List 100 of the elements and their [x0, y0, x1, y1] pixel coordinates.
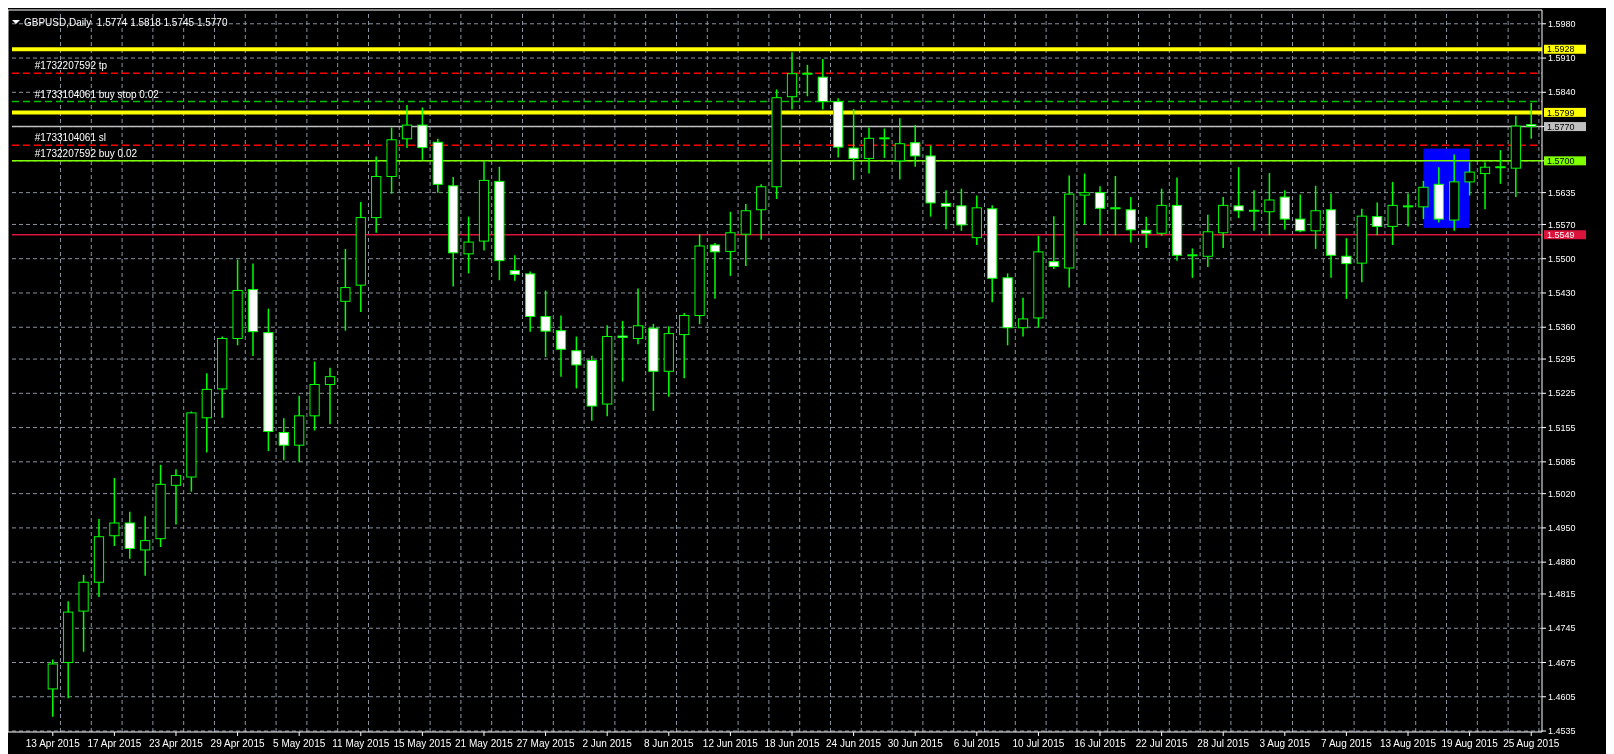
candlestick — [1048, 215, 1059, 270]
y-tick-label: 1.5020 — [1548, 488, 1576, 499]
candlestick — [863, 126, 875, 175]
x-tick-label: 12 Jun 2015 — [702, 738, 759, 749]
candlestick — [463, 215, 474, 275]
y-tick-label: 1.4535 — [1548, 726, 1576, 737]
x-tick-label: 10 Jul 2015 — [1012, 738, 1065, 749]
x-tick-label: 13 Apr 2015 — [25, 738, 81, 749]
candlestick — [1387, 181, 1398, 246]
candlestick — [1402, 192, 1414, 228]
candlestick — [1233, 166, 1244, 219]
candlestick — [1264, 172, 1275, 236]
ref-line-label: 1.5799 — [1547, 107, 1575, 118]
candlestick — [802, 64, 813, 97]
candlestick — [740, 203, 751, 267]
candlestick — [1526, 102, 1537, 140]
y-tick-label: 1.5225 — [1548, 388, 1576, 399]
candlestick — [170, 468, 182, 526]
x-tick-label: 2 Jun 2015 — [582, 738, 633, 749]
y-tick-label: 1.5500 — [1548, 253, 1576, 264]
candlestick — [1372, 201, 1383, 236]
x-tick-label: 17 Apr 2015 — [87, 738, 142, 749]
x-tick-label: 7 Aug 2015 — [1321, 738, 1373, 749]
candlestick — [1094, 185, 1106, 236]
candlestick — [1418, 180, 1429, 220]
x-tick-label: 28 Jul 2015 — [1197, 738, 1250, 749]
candlestick — [910, 124, 921, 168]
candlestick — [509, 254, 520, 282]
candlestick — [1279, 189, 1290, 231]
candlestick — [1310, 185, 1321, 250]
ref-line-label: 1.5770 — [1547, 121, 1575, 132]
y-tick-label: 1.5430 — [1548, 288, 1576, 299]
x-tick-label: 16 Jul 2015 — [1074, 738, 1127, 749]
x-tick-label: 15 May 2015 — [393, 738, 452, 749]
candlestick — [940, 189, 952, 231]
y-tick-label: 1.5360 — [1548, 322, 1576, 333]
x-tick-label: 23 Apr 2015 — [149, 738, 204, 749]
candlestick — [278, 417, 289, 462]
candlestick — [679, 312, 690, 379]
y-tick-label: 1.5910 — [1548, 53, 1576, 64]
candlestick — [632, 287, 644, 346]
y-tick-label: 1.5980 — [1548, 18, 1576, 29]
annotation: #1732207592 buy 0.02 — [34, 147, 138, 159]
ref-line-label: 1.5928 — [1547, 44, 1575, 55]
x-tick-label: 3 Aug 2015 — [1259, 738, 1311, 749]
annotation: #1732207592 tp — [34, 60, 108, 72]
y-tick-label: 1.5635 — [1548, 187, 1576, 198]
candlestick — [571, 335, 582, 390]
candlestick — [956, 187, 967, 232]
x-tick-label: 27 May 2015 — [516, 738, 575, 749]
candlestick — [417, 106, 428, 161]
candlestick — [1110, 175, 1121, 236]
y-tick-label: 1.4815 — [1548, 589, 1576, 600]
candlestick — [1017, 297, 1029, 338]
x-tick-label: 29 Apr 2015 — [210, 738, 265, 749]
x-tick-label: 21 May 2015 — [455, 738, 514, 749]
candlestick — [1341, 237, 1352, 300]
y-tick-label: 1.4950 — [1548, 523, 1576, 534]
x-tick-label: 19 Aug 2015 — [1441, 738, 1499, 749]
candlestick — [1464, 161, 1475, 197]
x-tick-label: 8 Jun 2015 — [644, 738, 694, 749]
candlestick — [1125, 196, 1136, 244]
x-tick-label: 25 Aug 2015 — [1503, 738, 1560, 749]
x-tick-label: 5 May 2015 — [273, 738, 326, 749]
annotation: #1733104061 buy stop 0.02 — [34, 88, 160, 100]
candlestick — [725, 210, 736, 277]
y-tick-label: 1.5295 — [1548, 354, 1576, 365]
candlestick — [1495, 149, 1506, 185]
candlestick — [709, 242, 721, 300]
candlestick — [1248, 189, 1260, 232]
candlestick — [540, 289, 551, 358]
candlestick — [879, 127, 890, 159]
x-tick-label: 13 Aug 2015 — [1379, 738, 1437, 749]
candlestick — [1187, 247, 1198, 279]
x-tick-label: 6 Jul 2015 — [953, 738, 1001, 749]
candlestick — [109, 477, 120, 547]
x-tick-label: 30 Jun 2015 — [887, 738, 944, 749]
ref-line-label: 1.5549 — [1547, 229, 1575, 240]
y-tick-label: 1.5155 — [1548, 422, 1576, 433]
candlestick — [1079, 172, 1090, 226]
annotation: #1733104061 sl — [34, 132, 106, 144]
candlestick — [1141, 215, 1152, 249]
candlestick — [140, 515, 151, 577]
y-tick-label: 1.4880 — [1548, 557, 1576, 568]
candlestick — [324, 367, 336, 425]
y-tick-label: 1.4675 — [1548, 657, 1576, 668]
candlestick — [340, 248, 351, 332]
x-tick-label: 18 Jun 2015 — [764, 738, 820, 749]
x-tick-label: 11 May 2015 — [332, 738, 390, 749]
y-tick-label: 1.5085 — [1548, 456, 1576, 467]
candlestick — [555, 314, 567, 378]
x-tick-label: 24 Jun 2015 — [826, 738, 882, 749]
candlestick — [617, 320, 628, 383]
candlestick — [756, 183, 767, 241]
candlestick — [786, 51, 798, 111]
candlestick — [848, 108, 859, 181]
y-tick-label: 1.4605 — [1548, 691, 1576, 702]
y-tick-label: 1.5570 — [1548, 219, 1576, 230]
candlestick — [1295, 193, 1306, 234]
candlestick — [401, 104, 413, 149]
